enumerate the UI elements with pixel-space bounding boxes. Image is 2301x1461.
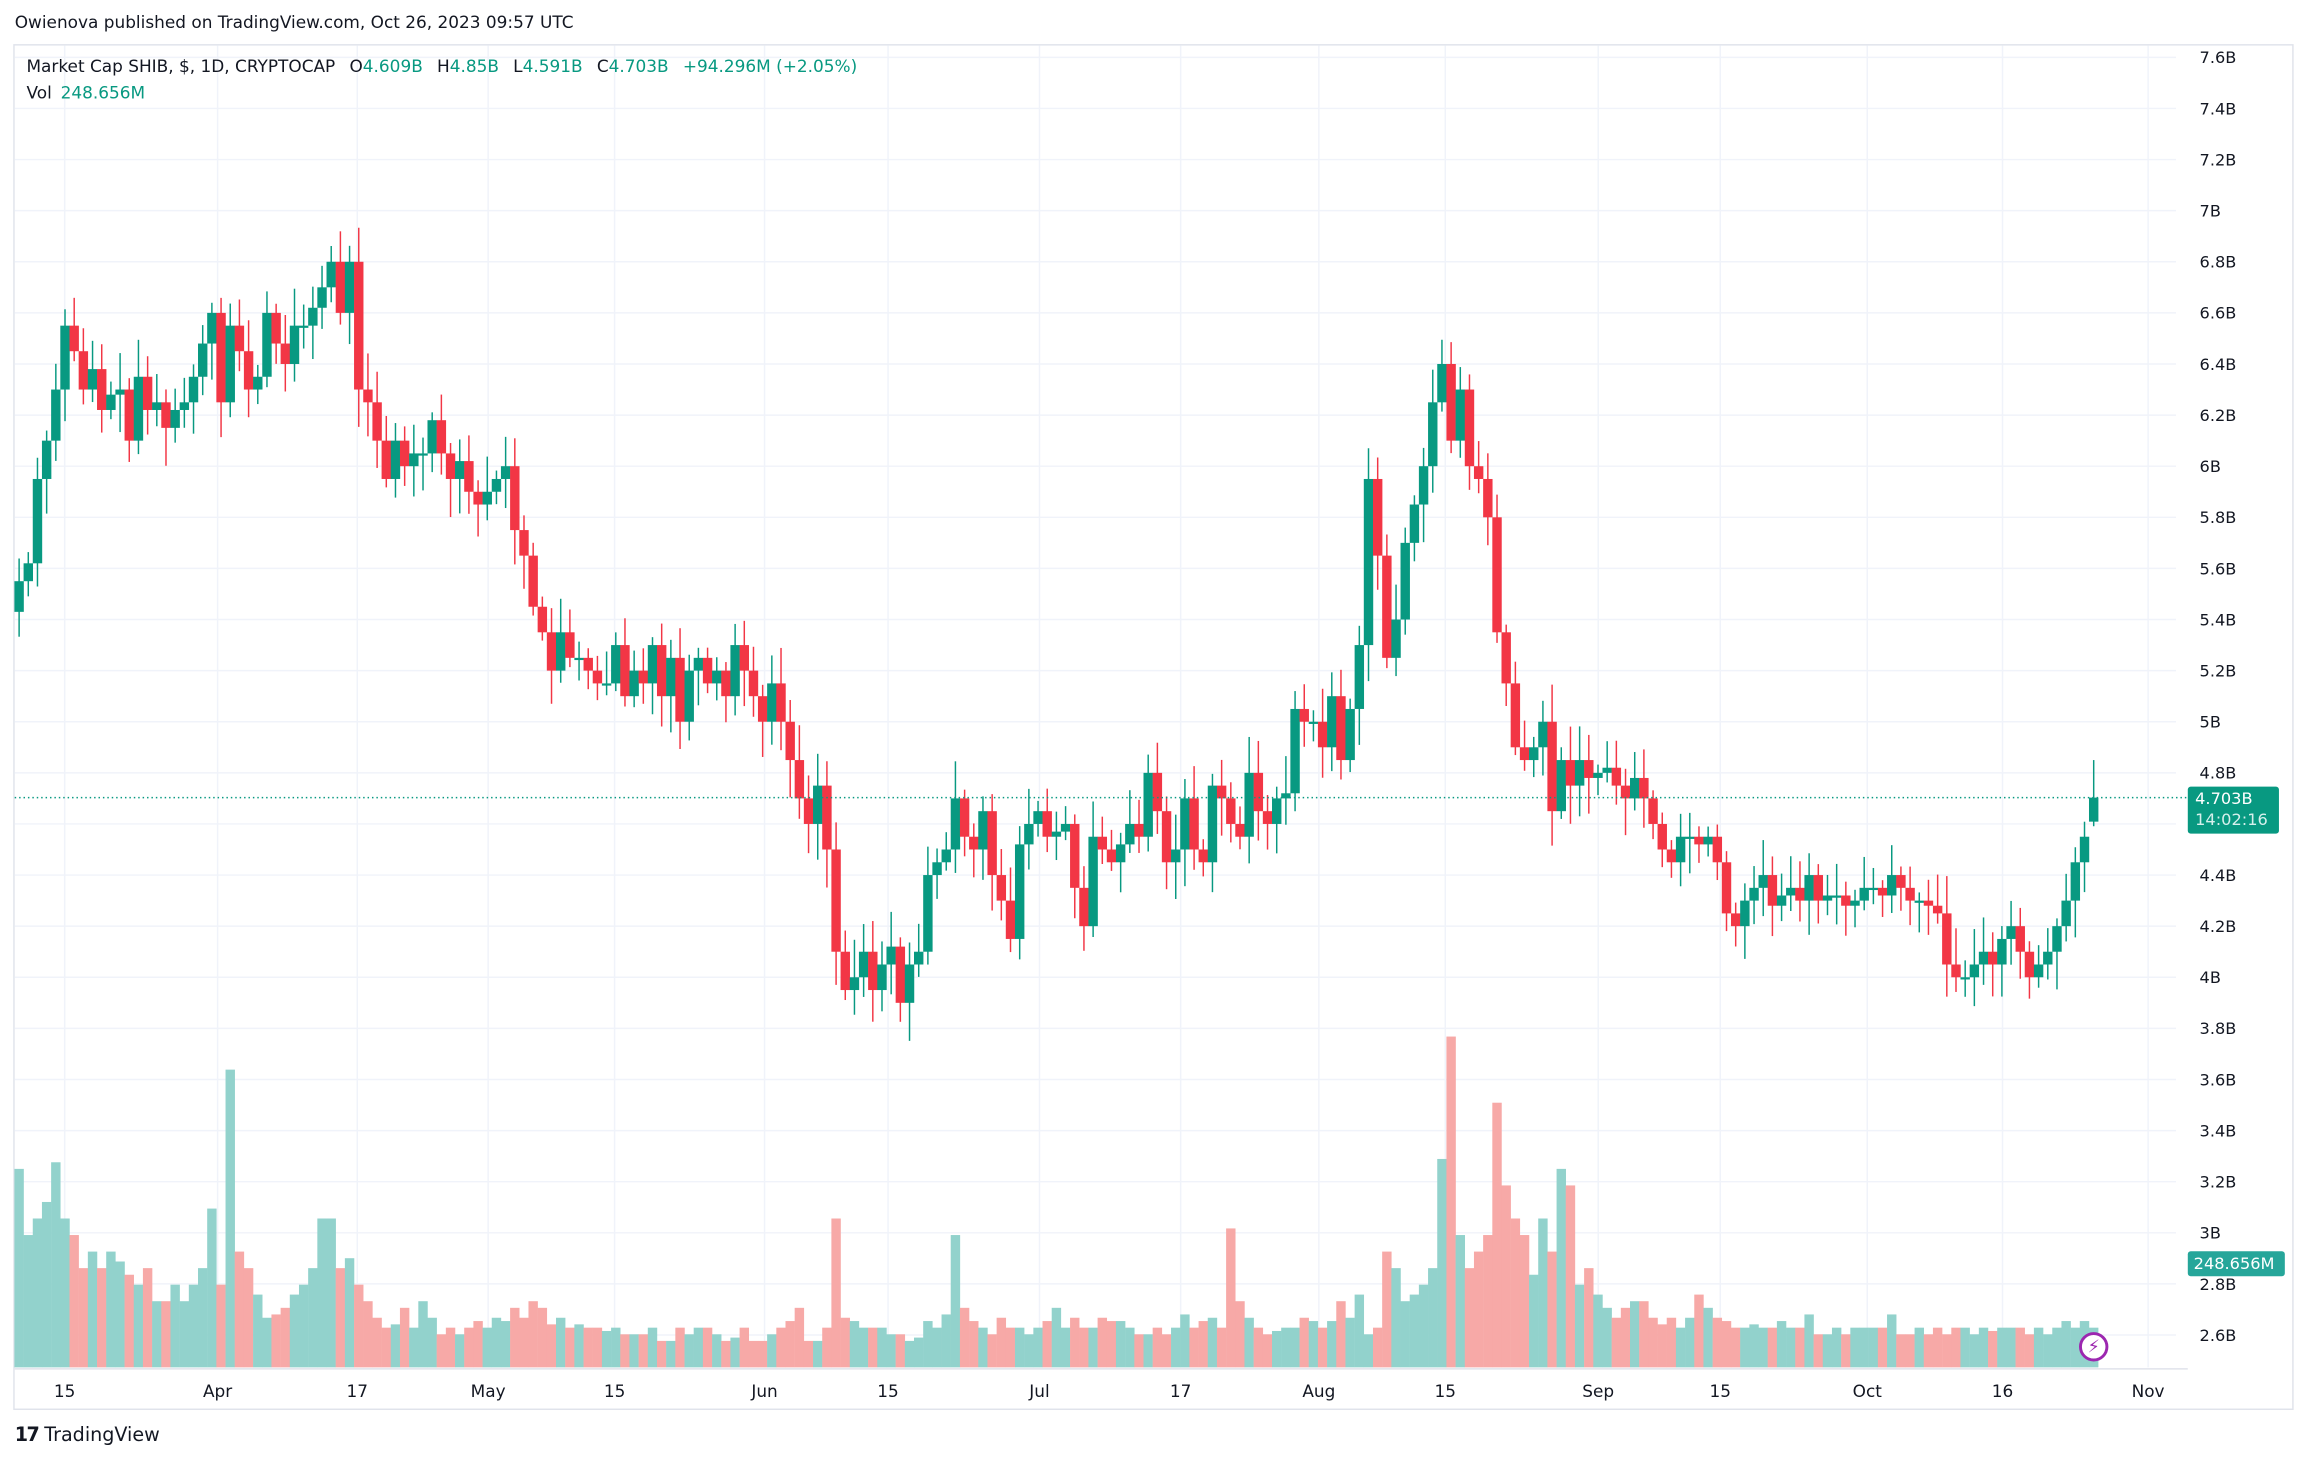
- price-axis-label: 7B: [2200, 202, 2221, 221]
- high-value: 4.85B: [449, 55, 499, 77]
- price-axis-label: 6.8B: [2200, 253, 2237, 272]
- lightning-icon[interactable]: ⚡: [2078, 1332, 2109, 1362]
- price-axis-label: 4.8B: [2200, 764, 2237, 783]
- price-axis-label: 3.2B: [2200, 1173, 2237, 1192]
- price-axis-label: 3B: [2200, 1224, 2221, 1243]
- price-axis-label: 6.6B: [2200, 304, 2237, 323]
- time-axis-label: 16: [1992, 1381, 2014, 1401]
- bar-countdown: 14:02:16: [2195, 810, 2268, 830]
- time-axis-label: Apr: [203, 1381, 232, 1401]
- legend-ohlc-row: Market Cap SHIB, $, 1D, CRYPTOCAP O4.609…: [26, 53, 857, 79]
- time-axis-label: 15: [877, 1381, 899, 1401]
- price-axis-label: 4.4B: [2200, 866, 2237, 885]
- published-caption: Owienova published on TradingView.com, O…: [14, 11, 574, 33]
- symbol-title[interactable]: Market Cap SHIB, $, 1D, CRYPTOCAP: [26, 55, 336, 77]
- chart-frame: [13, 44, 2294, 1411]
- volume-tag: 248.656M: [2187, 1251, 2285, 1277]
- last-price-tag: 4.703B 14:02:16: [2187, 786, 2279, 834]
- legend-volume-row: Vol 248.656M: [26, 79, 857, 105]
- price-axis-label: 6.2B: [2200, 406, 2237, 425]
- time-axis-label: 17: [1170, 1381, 1192, 1401]
- price-axis-label: 7.2B: [2200, 150, 2237, 169]
- price-axis-label: 2.8B: [2200, 1275, 2237, 1294]
- price-axis-label: 2.6B: [2200, 1326, 2237, 1345]
- volume-bars: [14, 1036, 2099, 1368]
- price-axis-label: 5.8B: [2200, 508, 2237, 527]
- low-label: L: [513, 55, 523, 77]
- time-axis-label: Jun: [750, 1381, 777, 1401]
- price-axis-label: 5B: [2200, 713, 2221, 732]
- volume-value: 248.656M: [60, 82, 146, 103]
- time-axis-label: Oct: [1853, 1381, 1883, 1401]
- tradingview-mark-icon: 17: [14, 1424, 40, 1447]
- open-label: O: [349, 55, 363, 77]
- time-axis[interactable]: 15 Apr 17 May 15 Jun 15 Jul 17 Aug 15 Sep 15 Oct 16 Nov: [54, 1381, 2165, 1401]
- series-legend: Market Cap SHIB, $, 1D, CRYPTOCAP O4.609…: [26, 53, 857, 106]
- price-axis-label: 3.4B: [2200, 1121, 2237, 1140]
- price-axis-label: 4.2B: [2200, 917, 2237, 936]
- price-axis-label: 6B: [2200, 457, 2221, 476]
- time-axis-label: 15: [1709, 1381, 1731, 1401]
- time-axis-label: Jul: [1028, 1381, 1049, 1401]
- price-axis-label: 3.8B: [2200, 1019, 2237, 1038]
- time-axis-label: Aug: [1302, 1381, 1335, 1401]
- time-axis-label: Sep: [1582, 1381, 1614, 1401]
- high-label: H: [436, 55, 450, 77]
- time-axis-label: Nov: [2132, 1381, 2165, 1401]
- time-axis-label: 15: [1435, 1381, 1457, 1401]
- grid-lines: [14, 45, 2188, 1370]
- time-axis-label: 15: [604, 1381, 626, 1401]
- close-label: C: [596, 55, 609, 77]
- price-axis-label: 6.4B: [2200, 355, 2237, 374]
- low-value: 4.591B: [522, 55, 583, 77]
- price-axis-label: 5.4B: [2200, 610, 2237, 629]
- volume-label[interactable]: Vol: [26, 82, 52, 103]
- time-axis-label: May: [471, 1381, 506, 1401]
- close-value: 4.703B: [608, 55, 669, 77]
- price-axis-label: 5.6B: [2200, 559, 2237, 578]
- price-candles: [14, 227, 2099, 1041]
- time-axis-label: 17: [347, 1381, 369, 1401]
- price-axis[interactable]: 7.6B 7.4B 7.2B 7B 6.8B 6.6B 6.4B 6.2B 6B 5.8B 5.6B…: [2200, 48, 2237, 1345]
- time-axis-label: 15: [54, 1381, 76, 1401]
- price-axis-label: 3.6B: [2200, 1070, 2237, 1089]
- tradingview-wordmark: TradingView: [44, 1424, 160, 1447]
- price-axis-label: 5.2B: [2200, 662, 2237, 681]
- change-value: +94.296M (+2.05%): [682, 55, 858, 77]
- price-axis-label: 7.4B: [2200, 99, 2237, 118]
- price-axis-label: 4B: [2200, 968, 2221, 987]
- open-value: 4.609B: [362, 55, 423, 77]
- tradingview-logo[interactable]: 17 TradingView: [15, 1425, 160, 1447]
- last-price-value: 4.703B: [2195, 789, 2253, 809]
- price-axis-label: 7.6B: [2200, 48, 2237, 67]
